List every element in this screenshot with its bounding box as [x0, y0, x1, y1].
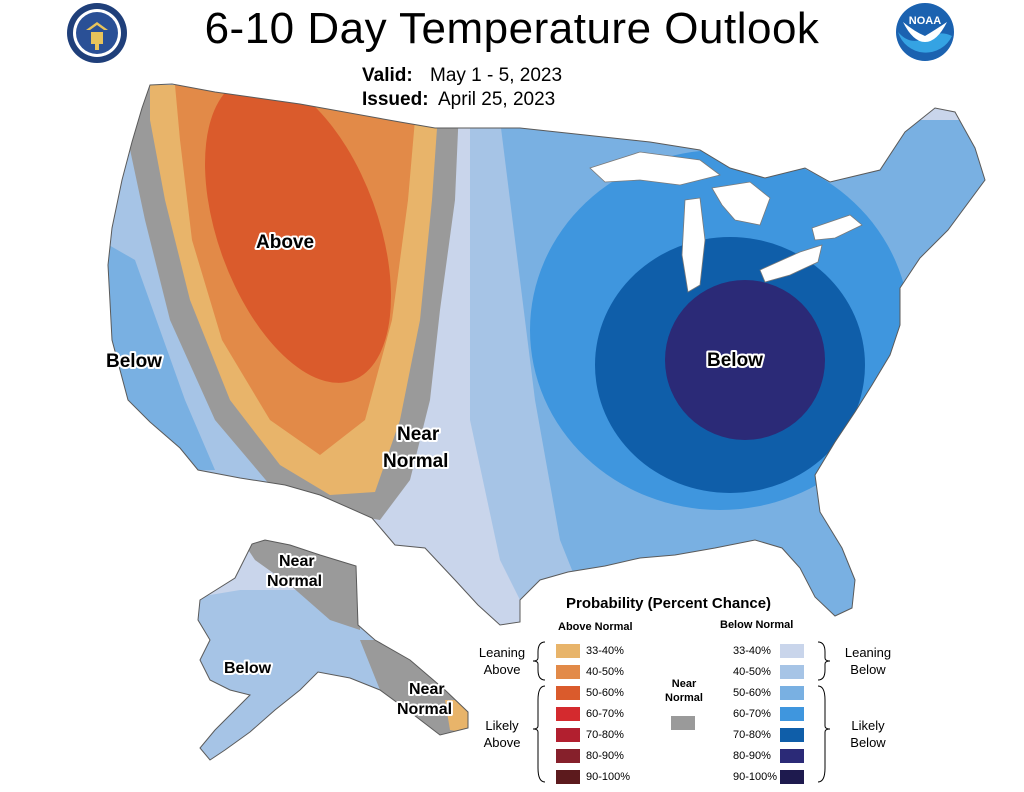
legend-leaning-above: Leaning Above — [472, 644, 532, 678]
conus-outline — [107, 83, 986, 626]
issued-row: Issued: April 25, 2023 — [362, 88, 562, 112]
date-block: Valid: May 1 - 5, 2023 Issued: April 25, 2… — [362, 64, 562, 112]
alaska-outline — [197, 539, 469, 761]
legend-likely-above: Likely Above — [472, 717, 532, 751]
commerce-seal-icon — [67, 3, 127, 63]
legend-swatch-above-0 — [556, 644, 580, 658]
label-ak-near-line1: Near — [279, 553, 315, 570]
legend-below-header: Below Normal — [720, 619, 794, 631]
legend-below-pct-2: 50-60% — [733, 687, 771, 699]
legend-swatch-above-1 — [556, 665, 580, 679]
legend-likely-below-line1: Likely — [851, 718, 885, 733]
legend-near-line2: Normal — [665, 692, 703, 704]
legend-likely-above-line1: Likely — [485, 718, 519, 733]
label-ak-se-near-line1: Near — [409, 681, 445, 698]
legend-likely-below: Likely Below — [838, 717, 898, 751]
legend-swatch-above-6 — [556, 770, 580, 784]
legend-swatch-below-0 — [780, 644, 804, 658]
label-near-normal-line1: Near — [397, 424, 440, 445]
legend-swatch-above-5 — [556, 749, 580, 763]
legend-swatch-above-2 — [556, 686, 580, 700]
legend-leaning-below: Leaning Below — [838, 644, 898, 678]
legend-likely-above-line2: Above — [483, 735, 521, 750]
legend-below-pct-4: 70-80% — [733, 729, 771, 741]
legend-leaning-above-line2: Above — [483, 662, 521, 677]
label-below-east: Below — [707, 350, 763, 371]
legend-below-pct-1: 40-50% — [733, 666, 771, 678]
legend-below-pct-0: 33-40% — [733, 645, 771, 657]
legend-swatch-above-4 — [556, 728, 580, 742]
label-near-normal-line2: Normal — [383, 451, 448, 472]
issued-label: Issued: — [362, 89, 429, 110]
legend-likely-below-line2: Below — [850, 735, 886, 750]
legend-leaning-above-line1: Leaning — [478, 645, 526, 660]
legend-title: Probability (Percent Chance) — [566, 595, 772, 612]
legend-above-pct-2: 50-60% — [586, 687, 624, 699]
legend-swatch-below-6 — [780, 770, 804, 784]
legend-near-line1: Near — [671, 678, 697, 690]
noaa-logo-text: NOAA — [909, 15, 941, 27]
great-lakes — [589, 151, 863, 293]
conus-shading — [108, 84, 985, 625]
legend-above-pct-3: 60-70% — [586, 708, 624, 720]
label-ak-se-near-line2: Normal — [397, 701, 452, 718]
label-ak-below: Below — [224, 660, 272, 677]
map-title: 6-10 Day Temperature Outlook — [204, 4, 820, 53]
label-ak-near-line2: Normal — [267, 573, 322, 590]
legend-swatch-above-3 — [556, 707, 580, 721]
legend-leaning-below-line1: Leaning — [844, 645, 892, 660]
noaa-logo-icon: NOAA — [896, 3, 954, 61]
legend-above-pct-0: 33-40% — [586, 645, 624, 657]
legend-swatch-below-1 — [780, 665, 804, 679]
legend-below-pct-6: 90-100% — [733, 771, 778, 783]
legend-swatch-below-2 — [780, 686, 804, 700]
legend-swatch-below-4 — [780, 728, 804, 742]
legend-above-pct-6: 90-100% — [586, 771, 631, 783]
valid-row: Valid: May 1 - 5, 2023 — [362, 64, 562, 88]
legend-above-pct-4: 70-80% — [586, 729, 624, 741]
valid-label: Valid: — [362, 65, 413, 86]
legend-above-pct-1: 40-50% — [586, 666, 624, 678]
legend-near-normal-label: Near Normal — [664, 677, 704, 705]
label-above: Above — [256, 232, 314, 253]
issued-value: April 25, 2023 — [438, 89, 556, 110]
legend-leaning-below-line2: Below — [850, 662, 886, 677]
legend-swatch-below-5 — [780, 749, 804, 763]
label-below-west: Below — [106, 351, 162, 372]
valid-value: May 1 - 5, 2023 — [430, 65, 563, 86]
legend-above-header: Above Normal — [558, 621, 633, 633]
legend-below-pct-5: 80-90% — [733, 750, 771, 762]
legend-swatch-near-normal — [671, 716, 695, 730]
legend-swatch-below-3 — [780, 707, 804, 721]
legend-below-pct-3: 60-70% — [733, 708, 771, 720]
legend-above-pct-5: 80-90% — [586, 750, 624, 762]
